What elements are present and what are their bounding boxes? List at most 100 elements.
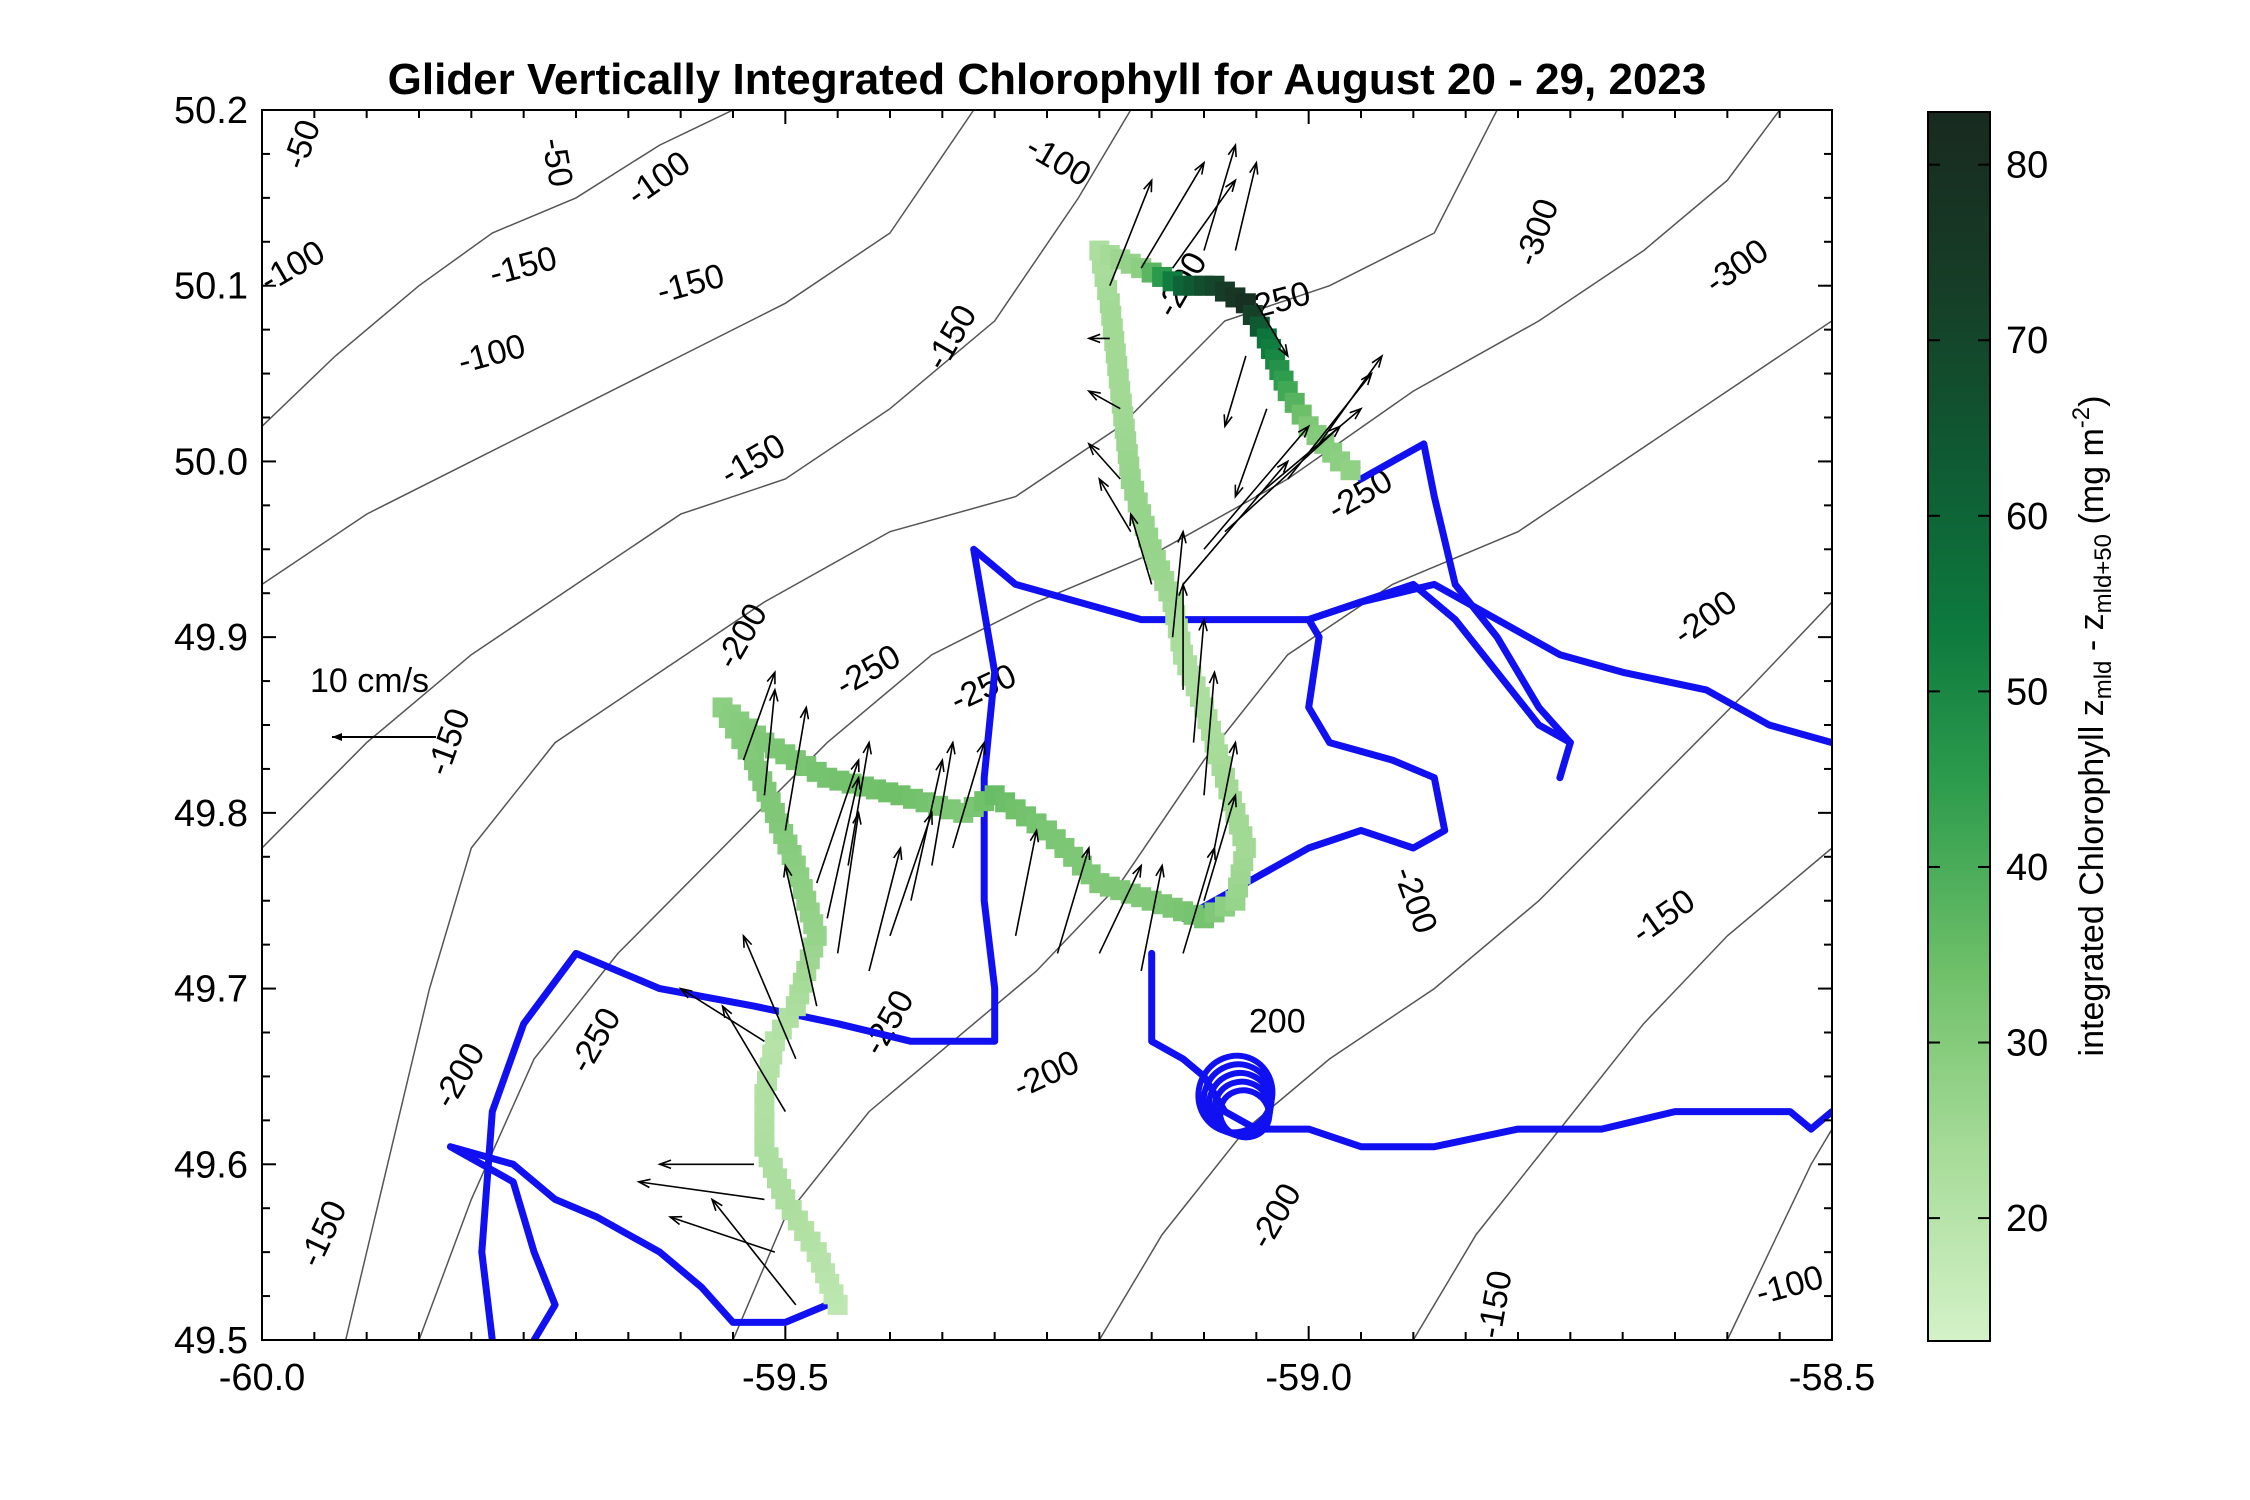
current-arrow-head-19 [976,740,986,755]
current-arrow-head-16 [935,757,945,773]
current-arrow-15 [889,812,933,937]
contour-label-12: -300 [1698,231,1776,301]
current-arrow-head-13 [766,670,776,685]
current-arrow-11 [784,707,808,831]
contour-label-24: 200 [1249,1003,1306,1041]
current-arrow-head-11 [799,705,810,720]
current-arrow-head-21 [1081,845,1091,861]
y-tick-label: 49.7 [174,969,248,1011]
colorbar-tick-label: 60 [2006,496,2048,538]
contour-label-29: -150 [1470,1268,1519,1342]
current-arrow-head-39 [1349,407,1363,420]
current-arrow-head-30 [1177,529,1187,544]
current-arrow-head-44 [1225,178,1237,193]
glider-point [1340,460,1361,481]
current-arrow-head-17 [862,740,873,755]
current-arrow-7 [784,865,818,1007]
y-tick-label: 49.5 [174,1320,248,1362]
contour-label-27: -200 [1242,1177,1309,1255]
current-arrow-1 [669,1216,776,1253]
current-arrow-19 [952,742,985,849]
colorbar-tick-label: 70 [2006,320,2048,362]
current-arrow-head-48 [1223,414,1233,429]
x-axis: -60.0 -59.5 -59.0 -58.5 [219,110,1876,1399]
current-arrow-head-22 [1132,863,1143,878]
colorbar-tick-label: 30 [2006,1023,2048,1065]
scale-arrow: 10 cm/s [310,662,436,741]
current-arrow-44 [1171,179,1237,269]
current-arrow-head-18 [946,740,956,755]
colorbar-ticks: 20 30 40 50 60 70 80 [1928,145,2048,1240]
current-arrow-head-14 [893,845,903,861]
current-arrow-49 [1234,408,1268,497]
x-tick-label: -60.0 [219,1357,306,1399]
current-arrow-43 [1140,162,1205,269]
current-arrow-17 [847,742,870,866]
contour-label-13: -150 [714,426,792,493]
current-arrow-head-23 [1155,863,1165,878]
current-arrow-23 [1140,865,1163,972]
current-arrow-14 [868,847,902,972]
current-arrow-head-37 [1297,424,1311,438]
blue-tracks [446,440,1832,1340]
current-arrow-head-10 [850,757,860,773]
contour-label-19: -150 [419,703,478,780]
contour-label-6: -100 [454,327,530,381]
contour-line-4 [418,110,1781,1340]
blue-track-4 [1357,440,1574,747]
current-arrow-41 [1318,355,1383,445]
y-axis: 49.5 49.6 49.7 49.8 49.9 50.0 50.1 50.2 [174,90,1832,1362]
current-arrow-head-1 [667,1215,683,1226]
current-arrow-head-35 [1086,333,1101,344]
current-arrow-head-42 [1143,178,1153,193]
plot-frame [261,109,1833,1341]
current-arrow-10 [815,759,860,884]
y-tick-label: 49.6 [174,1144,248,1186]
contour-line-2 [262,110,1132,849]
x-tick-label: -58.5 [1789,1357,1876,1399]
current-arrow-head-3 [657,1159,672,1170]
colorbar-tick-label: 40 [2006,847,2048,889]
contour-line-5 [732,320,1832,1340]
blue-track-2 [1179,580,1574,922]
current-arrow-5 [742,935,797,1060]
bathymetry-contours [262,110,1832,1340]
x-tick-label: -59.0 [1265,1357,1352,1399]
current-arrow-head-27 [1208,669,1219,685]
current-arrow-4 [721,1005,787,1112]
current-arrow-head-2 [636,1178,651,1189]
contour-label-26: -200 [426,1036,493,1114]
plot-area: -50-50-100-100-150-150-100-100-150-200-2… [262,110,1832,1342]
contour-label-21: -150 [1625,882,1703,952]
current-arrow-25 [1203,795,1237,901]
current-arrow-6 [680,987,765,1042]
contour-label-4: -150 [485,239,561,293]
contour-line-7 [1412,847,1832,1340]
contour-label-0: -50 [276,115,329,174]
current-arrow-head-5 [742,933,753,948]
current-arrow-30 [1171,531,1184,638]
x-tick-label: -59.5 [742,1357,829,1399]
y-tick-label: 49.8 [174,793,248,835]
blue-track-3 [1148,949,1832,1151]
current-arrow-head-45 [1227,142,1237,158]
current-arrow-12 [763,689,776,796]
current-arrow-head-26 [1228,740,1239,755]
colorbar-tick-label: 50 [2006,671,2048,713]
current-arrow-head-43 [1194,160,1206,175]
colorbar-tick-label: 80 [2006,145,2048,187]
current-arrow-16 [910,759,944,901]
current-arrow-20 [1014,830,1038,937]
contour-label-11: -300 [1508,194,1567,271]
y-tick-label: 50.1 [174,266,248,308]
current-arrow-head-15 [923,810,933,825]
current-arrow-24 [1182,847,1216,954]
contour-label-2: -100 [620,144,698,214]
current-arrow-46 [1234,162,1258,251]
current-arrow-32 [1098,478,1132,533]
current-arrow-13 [742,672,776,761]
colorbar-tick-label: 20 [2006,1198,2048,1240]
contour-label-22: -250 [562,1001,629,1079]
current-arrow-21 [1056,847,1090,954]
